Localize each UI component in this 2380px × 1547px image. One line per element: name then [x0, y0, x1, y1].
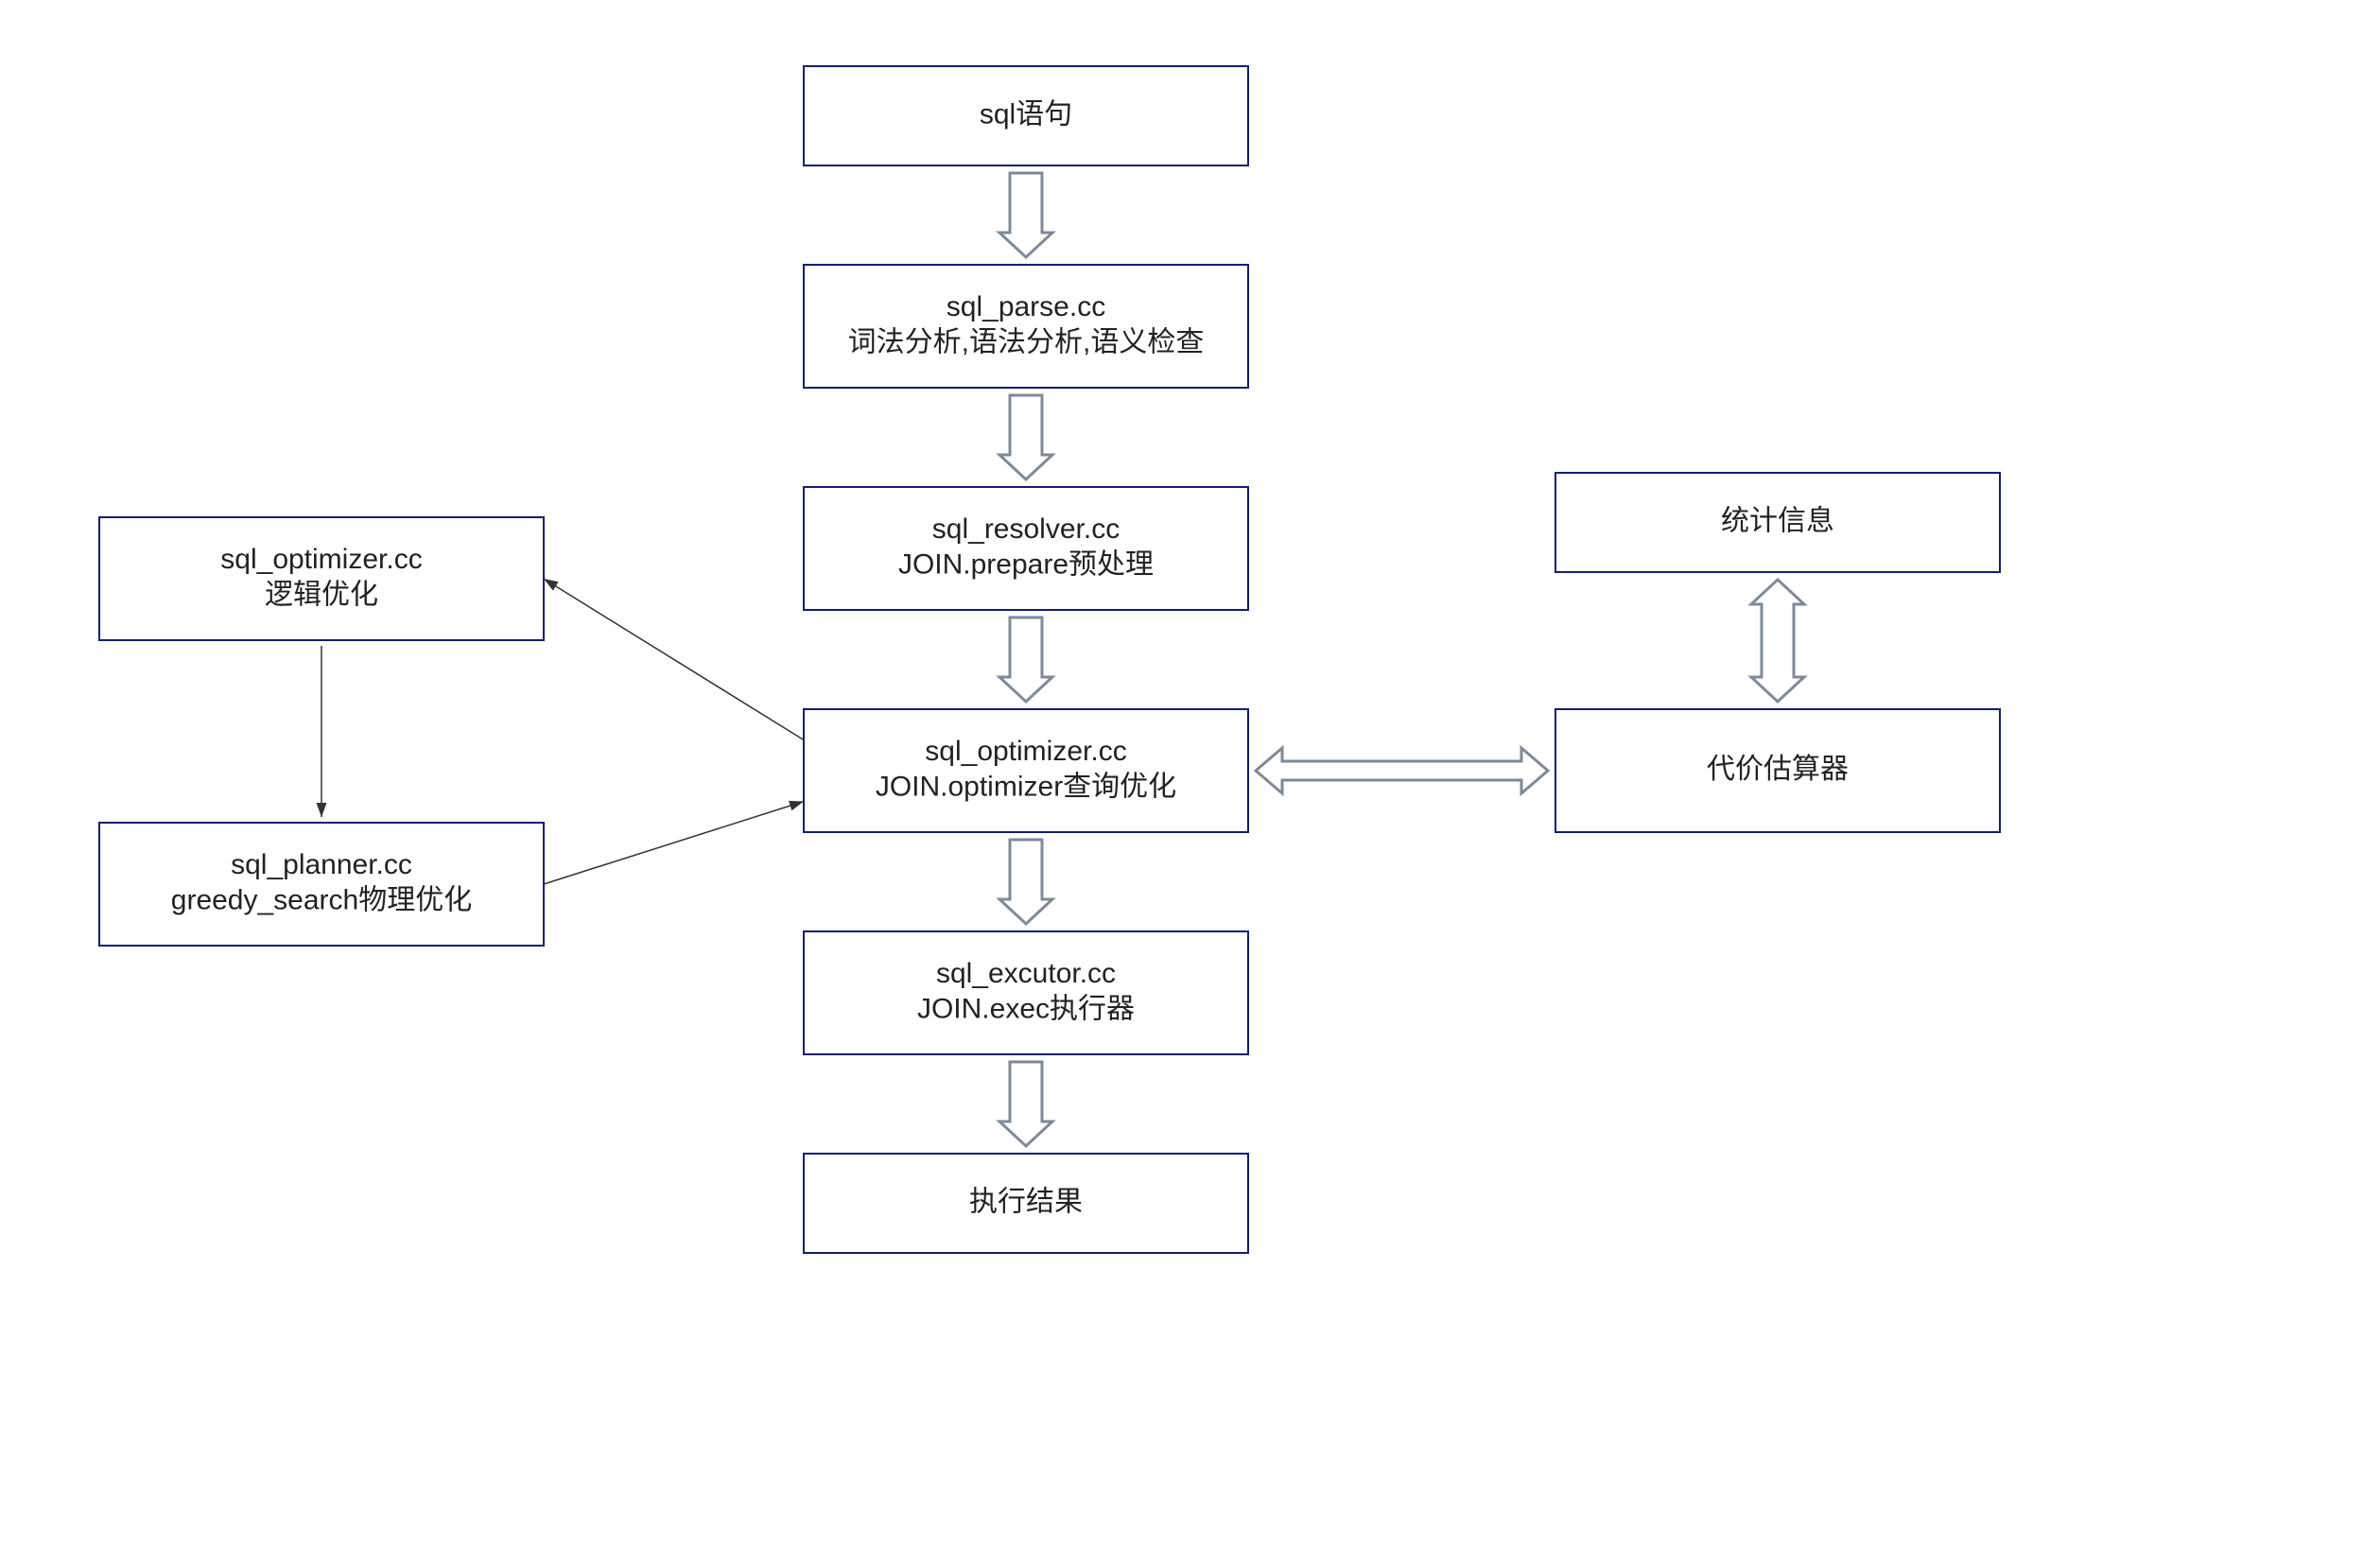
node-text: sql语句: [980, 98, 1072, 130]
arrow-double-vertical: [1751, 580, 1804, 702]
flow-node-n2: sql_resolver.cc JOIN.prepare预处理: [804, 487, 1248, 610]
flow-node-n1: sql_parse.cc 词法分析,语法分析,语义检查: [804, 265, 1248, 388]
node-text: greedy_search物理优化: [171, 885, 472, 916]
flow-node-L0: sql_optimizer.cc 逻辑优化: [99, 517, 544, 640]
node-text: sql_optimizer.cc: [220, 544, 422, 575]
node-text: JOIN.prepare预处理: [898, 549, 1154, 581]
arrow-down: [999, 617, 1052, 702]
node-text: sql_optimizer.cc: [925, 736, 1126, 767]
node-text: 代价估算器: [1707, 754, 1849, 785]
flow-node-L1: sql_planner.cc greedy_search物理优化: [99, 823, 544, 946]
thin-arrow-head: [789, 801, 804, 810]
flow-node-R0: 统计信息: [1555, 473, 2000, 572]
node-text: JOIN.exec执行器: [917, 994, 1135, 1025]
arrow-down: [999, 1062, 1052, 1146]
thin-arrow-head: [544, 579, 559, 591]
thin-arrow-line: [544, 579, 804, 740]
node-text: 执行结果: [969, 1186, 1083, 1217]
flow-node-n5: 执行结果: [804, 1154, 1248, 1253]
node-text: sql_parse.cc: [947, 291, 1105, 322]
flow-node-R1: 代价估算器: [1555, 709, 2000, 832]
flow-node-n3: sql_optimizer.cc JOIN.optimizer查询优化: [804, 709, 1248, 832]
flow-node-n4: sql_excutor.cc JOIN.exec执行器: [804, 931, 1248, 1054]
node-text: JOIN.optimizer查询优化: [876, 772, 1176, 803]
node-text: 统计信息: [1721, 505, 1834, 536]
arrow-down: [999, 395, 1052, 479]
arrow-double-horizontal: [1256, 748, 1548, 793]
node-text: 逻辑优化: [265, 580, 378, 611]
node-text: sql_excutor.cc: [936, 958, 1116, 989]
node-text: sql_planner.cc: [231, 849, 412, 880]
arrow-down: [999, 840, 1052, 924]
arrow-down: [999, 173, 1052, 257]
node-text: sql_resolver.cc: [932, 513, 1120, 545]
node-text: 词法分析,语法分析,语义检查: [848, 327, 1205, 358]
thin-arrow-line: [544, 802, 804, 885]
flow-node-n0: sql语句: [804, 66, 1248, 165]
thin-arrow-head: [317, 803, 327, 817]
